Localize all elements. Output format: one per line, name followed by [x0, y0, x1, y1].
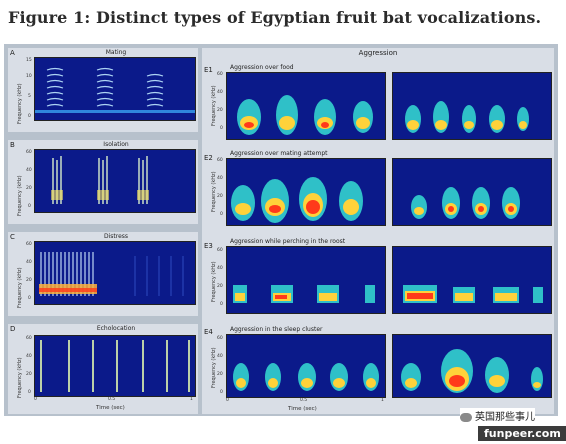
watermark-tag-text: 英国那些事儿 [475, 412, 535, 423]
chat-icon [460, 412, 472, 422]
y-axis-label-a: Frequency (kHz) [17, 83, 23, 124]
panel-title-e4: Aggression in the sleep cluster [230, 326, 323, 333]
ytick: 0 [220, 390, 223, 395]
panel-title-c: Distress [103, 233, 129, 240]
ytick: 40 [26, 168, 32, 173]
ytick: 20 [217, 194, 223, 199]
ytick: 20 [217, 108, 223, 113]
ytick: 0 [28, 204, 31, 209]
ytick: 20 [217, 284, 223, 289]
panel-title-b: Isolation [103, 141, 129, 148]
ytick: 40 [217, 266, 223, 271]
spectrogram-e2-left [226, 158, 386, 226]
spectrogram-d [34, 335, 196, 397]
ytick: 20 [26, 278, 32, 283]
spectrogram-e4-right [392, 334, 552, 398]
panel-label-e3: E3 [204, 242, 213, 250]
ytick: 60 [26, 150, 32, 155]
panel-label-d: D [10, 325, 16, 333]
ytick: 60 [217, 158, 223, 163]
xtick: 0 [226, 398, 229, 403]
ytick: 60 [217, 72, 223, 77]
panel-title-e3: Aggression while perching in the roost [230, 238, 346, 245]
ytick: 0 [220, 126, 223, 131]
ytick: 20 [26, 186, 32, 191]
ytick: 20 [217, 372, 223, 377]
spectrogram-e3-left [226, 246, 386, 314]
panel-label-a: A [10, 49, 15, 57]
panel-title-d: Echolocation [96, 325, 136, 332]
watermark-tag: 英国那些事儿 [460, 408, 535, 423]
spectrogram-e1-right [392, 72, 552, 140]
ytick: 0 [28, 390, 31, 395]
ytick: 40 [217, 176, 223, 181]
y-axis-label-d: Frequency (kHz) [17, 357, 23, 398]
xtick: 1 [190, 397, 193, 402]
ytick: 0 [28, 296, 31, 301]
panel-label-e2: E2 [204, 154, 213, 162]
xtick: 0.5 [108, 397, 116, 402]
ytick: 20 [26, 372, 32, 377]
y-axis-label-b: Frequency (kHz) [17, 175, 23, 216]
ytick: 60 [217, 248, 223, 253]
panel-title-a: Mating [105, 49, 127, 56]
spectrogram-a [34, 57, 196, 121]
ytick: 60 [26, 336, 32, 341]
ytick: 5 [28, 94, 31, 99]
ytick: 40 [217, 90, 223, 95]
spectrogram-e2-right [392, 158, 552, 226]
ytick: 0 [220, 212, 223, 217]
ytick: 15 [26, 58, 32, 63]
xtick: 0.5 [300, 398, 308, 403]
spectrogram-e3-right [392, 246, 552, 314]
figure-title: Figure 1: Distinct types of Egyptian fru… [8, 8, 542, 27]
watermark-url: funpeer.com [478, 426, 566, 441]
figure-panel: A Mating Frequency (kHz) 15 10 5 0 B Iso… [4, 44, 558, 416]
xtick: 0 [34, 397, 37, 402]
ytick: 60 [217, 336, 223, 341]
ytick: 40 [26, 354, 32, 359]
panel-label-e1: E1 [204, 66, 213, 74]
xtick: 1 [381, 398, 384, 403]
aggression-title: Aggression [358, 49, 398, 57]
x-axis-label-right: Time (sec) [288, 406, 317, 412]
ytick: 10 [26, 74, 32, 79]
spectrogram-e1-left [226, 72, 386, 140]
spectrogram-b [34, 149, 196, 213]
panel-title-e2: Aggression over mating attempt [230, 150, 328, 157]
ytick: 60 [26, 242, 32, 247]
panel-label-b: B [10, 141, 15, 149]
x-axis-label-left: Time (sec) [96, 405, 125, 411]
spectrogram-e4-left [226, 334, 386, 398]
panel-label-e4: E4 [204, 328, 213, 336]
ytick: 0 [28, 114, 31, 119]
ytick: 0 [220, 302, 223, 307]
panel-label-c: C [10, 233, 15, 241]
panel-title-e1: Aggression over food [230, 64, 294, 71]
y-axis-label-c: Frequency (kHz) [17, 267, 23, 308]
spectrogram-c [34, 241, 196, 305]
ytick: 40 [217, 354, 223, 359]
ytick: 40 [26, 260, 32, 265]
